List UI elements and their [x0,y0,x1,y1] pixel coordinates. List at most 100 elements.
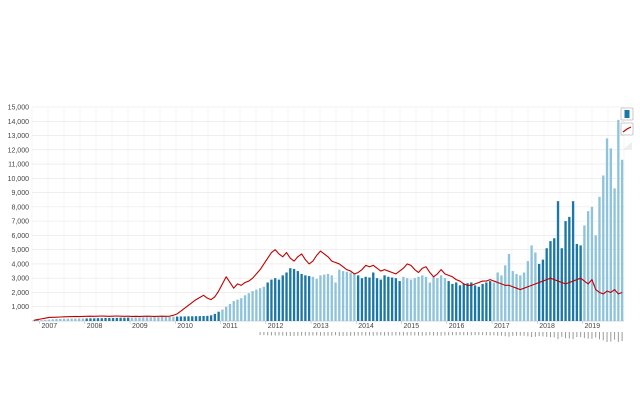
bar[interactable] [323,274,326,321]
bar[interactable] [613,188,616,321]
bar[interactable] [55,319,58,321]
bar[interactable] [277,279,281,321]
bar[interactable] [119,317,122,321]
bar[interactable] [138,317,141,321]
bar[interactable] [485,282,488,321]
bar[interactable] [334,282,337,321]
bar[interactable] [406,278,409,321]
bar[interactable] [281,275,284,321]
bar[interactable] [77,318,81,321]
bar[interactable] [372,272,375,321]
bar[interactable] [571,201,575,321]
bar[interactable] [266,282,269,321]
bar[interactable] [221,309,224,321]
bar[interactable] [466,283,469,321]
bar[interactable] [560,248,563,321]
bar[interactable] [300,273,303,321]
bar[interactable] [191,316,194,321]
bar[interactable] [598,196,601,321]
bar[interactable] [307,276,311,321]
bar[interactable] [383,275,386,321]
bar[interactable] [232,301,235,321]
bar[interactable] [390,277,394,321]
bar[interactable] [228,303,232,321]
trend-line[interactable] [33,249,623,321]
bar[interactable] [315,278,318,321]
bar[interactable] [44,319,47,321]
bar[interactable] [81,318,85,321]
bar[interactable] [202,316,205,321]
bar[interactable] [473,285,477,321]
bar[interactable] [530,245,533,321]
bar[interactable] [187,316,190,321]
bar[interactable] [564,221,567,321]
bar[interactable] [368,277,371,321]
bar[interactable] [111,318,115,321]
bar[interactable] [319,275,322,321]
bar[interactable] [579,245,582,321]
bar[interactable] [447,281,450,321]
bar[interactable] [504,265,507,321]
bar[interactable] [360,278,364,321]
bar[interactable] [115,317,119,321]
bar[interactable] [213,313,217,321]
bar[interactable] [134,317,137,321]
bar[interactable] [375,278,379,321]
bar[interactable] [443,278,447,321]
bar[interactable] [470,282,473,321]
bar[interactable] [583,225,586,321]
bar[interactable] [602,175,605,321]
bar[interactable] [387,276,390,321]
bar[interactable] [247,293,250,321]
bar[interactable] [537,263,541,321]
bar[interactable] [526,261,530,321]
bar[interactable] [304,275,307,321]
bar[interactable] [575,243,579,321]
bar[interactable] [225,306,228,321]
bar[interactable] [545,248,548,321]
bar[interactable] [270,279,273,321]
bar[interactable] [74,318,77,321]
bar[interactable] [285,272,288,321]
bar[interactable] [164,317,168,321]
bar[interactable] [243,295,247,321]
bar[interactable] [179,316,183,321]
bar[interactable] [481,283,484,321]
bar[interactable] [47,319,51,321]
bar[interactable] [451,283,454,321]
bar[interactable] [455,282,458,321]
bar[interactable] [126,317,130,321]
bar[interactable] [149,317,152,321]
bar[interactable] [240,298,243,321]
legend-toggle-area[interactable] [622,142,632,150]
bar[interactable] [605,138,609,321]
bar[interactable] [130,317,134,321]
bar[interactable] [236,299,239,321]
bar[interactable] [36,320,39,321]
bar[interactable] [183,316,186,321]
bar[interactable] [66,318,69,321]
bar[interactable] [500,275,503,321]
bar[interactable] [379,279,382,321]
bar[interactable] [104,318,107,321]
bar[interactable] [587,211,590,321]
bar[interactable] [413,278,416,321]
bar[interactable] [40,320,43,321]
bar[interactable] [168,316,171,321]
bar[interactable] [511,271,514,321]
bar[interactable] [217,311,220,321]
bar[interactable] [556,201,560,321]
bar[interactable] [428,282,431,321]
bar[interactable] [409,279,413,321]
bar[interactable] [439,275,443,321]
bar[interactable] [568,216,571,321]
bar[interactable] [142,317,145,321]
bar[interactable] [398,281,401,321]
bar[interactable] [507,253,511,321]
bar[interactable] [617,119,620,321]
bar[interactable] [296,271,300,321]
bar[interactable] [356,275,360,321]
bar[interactable] [93,318,96,321]
bar[interactable] [421,275,424,321]
bar[interactable] [62,318,66,321]
